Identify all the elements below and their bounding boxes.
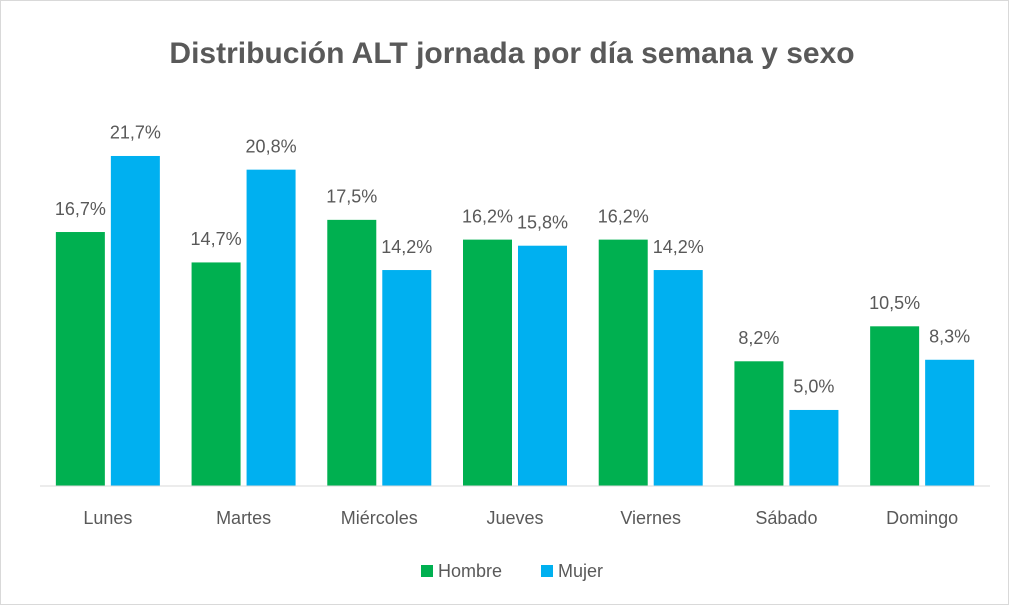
x-tick-label: Sábado: [755, 508, 817, 528]
data-label: 16,2%: [462, 206, 513, 226]
bar: [870, 326, 920, 486]
data-label: 14,2%: [653, 237, 704, 257]
legend-label: Hombre: [438, 561, 502, 581]
data-label: 16,7%: [55, 199, 106, 219]
legend-swatch: [541, 565, 553, 577]
legend-swatch: [421, 565, 433, 577]
bar: [789, 409, 839, 486]
data-label: 17,5%: [326, 187, 377, 207]
bar: [382, 270, 432, 486]
bar: [598, 239, 648, 486]
bar: [246, 169, 296, 486]
data-label: 5,0%: [793, 377, 834, 397]
bar: [463, 239, 512, 486]
bar: [191, 262, 241, 486]
chart-title: Distribución ALT jornada por día semana …: [169, 37, 854, 70]
bar: [518, 245, 567, 486]
data-label: 10,5%: [869, 293, 920, 313]
bar: [110, 155, 160, 486]
data-label: 20,8%: [246, 136, 297, 156]
data-label: 14,7%: [191, 229, 242, 249]
data-label: 8,3%: [929, 327, 970, 347]
data-label: 15,8%: [517, 212, 568, 232]
bar: [734, 361, 784, 486]
data-label: 8,2%: [738, 328, 779, 348]
x-tick-label: Lunes: [83, 508, 132, 528]
bar: [925, 359, 975, 486]
x-tick-label: Miércoles: [341, 508, 418, 528]
x-tick-label: Domingo: [886, 508, 958, 528]
data-label: 21,7%: [110, 123, 161, 143]
data-label: 16,2%: [598, 206, 649, 226]
x-tick-label: Viernes: [620, 508, 681, 528]
bar: [653, 270, 703, 486]
x-tick-label: Jueves: [486, 508, 543, 528]
data-label: 14,2%: [381, 237, 432, 257]
bar: [55, 232, 105, 486]
x-tick-label: Martes: [216, 508, 271, 528]
legend-label: Mujer: [558, 561, 603, 581]
bar: [327, 219, 377, 486]
